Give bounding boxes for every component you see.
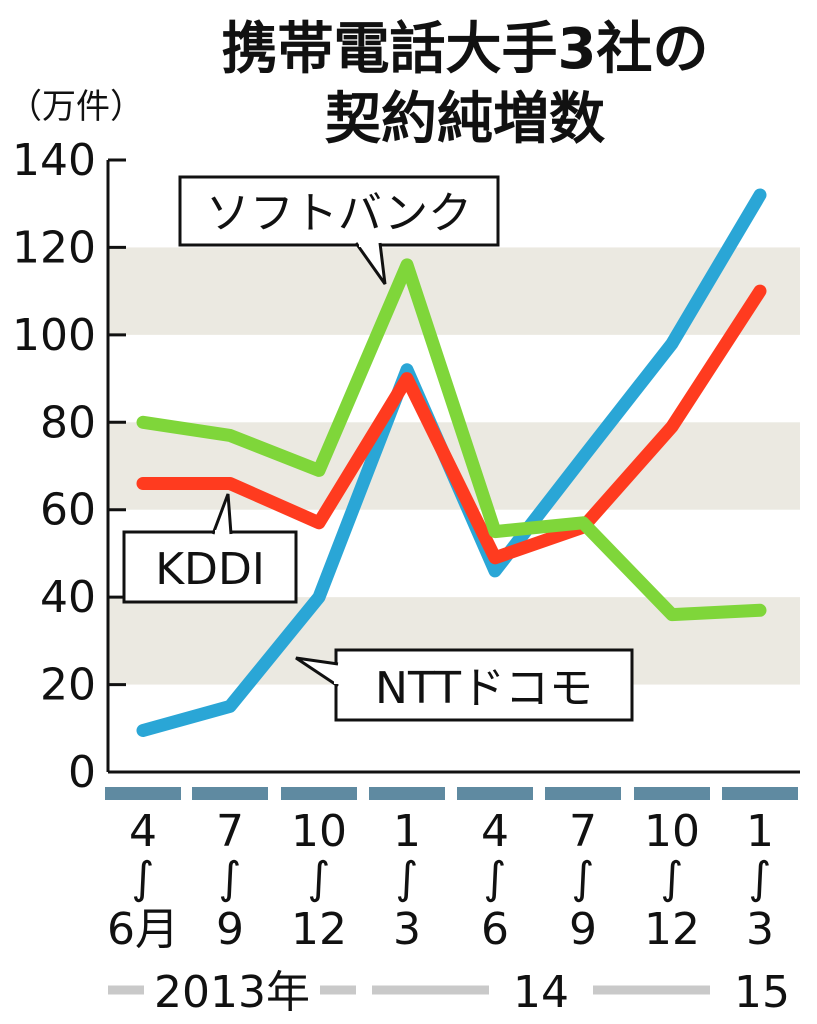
x-axis-segment — [722, 787, 798, 800]
y-tick-label: 100 — [12, 310, 96, 361]
y-tick-label: 80 — [40, 397, 96, 448]
x-tick-label-start: 10 — [291, 806, 347, 857]
x-tick-label-start: 10 — [644, 806, 700, 857]
chart-title-line-1: 携帯電話大手3社の — [222, 17, 709, 82]
x-tick-label-start: 4 — [481, 806, 509, 857]
x-tick-label-end: 3 — [393, 904, 421, 955]
x-tick-separator: ∫ — [572, 853, 595, 904]
callout-softbank: ソフトバンク — [178, 175, 500, 285]
year-label-2013: 2013年 — [154, 967, 310, 1018]
year-label-bg — [144, 970, 320, 1010]
docomo-label: NTTドコモ — [375, 663, 593, 714]
x-axis-segment — [457, 787, 533, 800]
x-axis-segment — [281, 787, 357, 800]
y-tick-label: 120 — [12, 222, 96, 273]
x-axis-strip — [105, 787, 798, 800]
y-axis-ticks: 0 20 40 60 80 100 120 140 — [12, 135, 126, 798]
y-tick-label: 0 — [68, 747, 96, 798]
chart-title-line-2: 契約純増数 — [325, 87, 605, 152]
year-label-2014: 14 — [513, 967, 569, 1018]
x-tick-separator: ∫ — [396, 853, 419, 904]
y-axis-unit: （万件） — [8, 87, 144, 127]
x-tick-label-end: 6月 — [107, 904, 179, 955]
x-tick-separator: ∫ — [484, 853, 507, 904]
x-axis-segment — [192, 787, 268, 800]
x-tick-separator: ∫ — [219, 853, 242, 904]
softbank-label: ソフトバンク — [206, 188, 472, 239]
x-tick-label-end: 9 — [216, 904, 244, 955]
x-axis-segment — [634, 787, 710, 800]
x-tick-label-start: 1 — [746, 806, 774, 857]
x-axis-ticks: 4∫6月7∫910∫121∫34∫67∫910∫121∫3 — [107, 806, 774, 955]
x-axis-segment — [369, 787, 445, 800]
x-tick-label-start: 1 — [393, 806, 421, 857]
x-tick-label-end: 12 — [291, 904, 347, 955]
x-tick-separator: ∫ — [661, 853, 684, 904]
x-tick-label-start: 7 — [569, 806, 597, 857]
callout-kddi: KDDI — [122, 493, 298, 604]
x-tick-label-start: 4 — [129, 806, 157, 857]
x-tick-label-end: 12 — [644, 904, 700, 955]
x-tick-label-end: 6 — [481, 904, 509, 955]
year-label-bg — [710, 970, 814, 1010]
series-line-1 — [136, 284, 767, 565]
year-axis: 2013年 14 15 — [108, 967, 814, 1018]
x-axis-segment — [545, 787, 621, 800]
kddi-label: KDDI — [155, 544, 265, 595]
series-line-2 — [136, 258, 767, 622]
y-tick-label: 40 — [40, 572, 96, 623]
series-lines — [136, 188, 767, 737]
x-axis-segment — [105, 787, 181, 800]
y-tick-label: 20 — [40, 660, 96, 711]
x-tick-separator: ∫ — [749, 853, 772, 904]
year-label-2015: 15 — [734, 967, 790, 1018]
x-tick-label-end: 9 — [569, 904, 597, 955]
callout-docomo: NTTドコモ — [295, 648, 634, 722]
x-tick-label-end: 3 — [746, 904, 774, 955]
x-tick-label-start: 7 — [216, 806, 244, 857]
year-label-bg — [489, 970, 593, 1010]
y-tick-label: 140 — [12, 135, 96, 186]
x-tick-separator: ∫ — [308, 853, 331, 904]
x-tick-separator: ∫ — [132, 853, 155, 904]
y-tick-label: 60 — [40, 485, 96, 536]
